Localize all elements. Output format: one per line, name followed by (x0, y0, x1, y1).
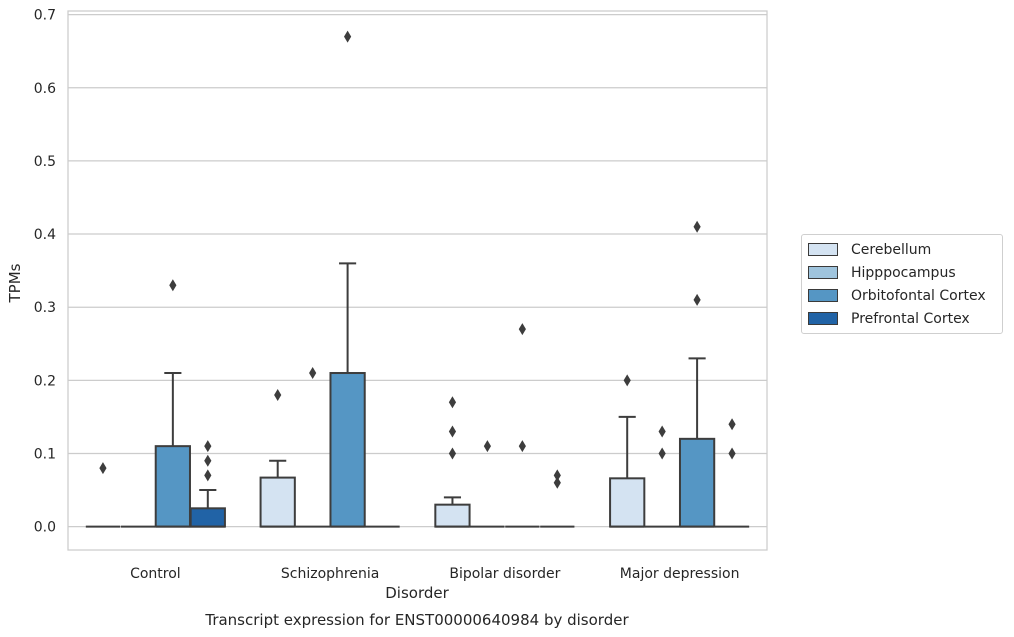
outlier-point (553, 476, 561, 489)
box-body (329, 372, 366, 528)
legend-label: Cerebellum (851, 241, 932, 258)
legend-label: Hipppocampus (851, 264, 956, 281)
outlier-point (204, 454, 212, 467)
y-tick-label: 0.4 (34, 227, 56, 243)
box-orbitofontal-cortex (154, 279, 191, 528)
legend-item: Hipppocampus (802, 261, 1002, 284)
outlier-point (728, 418, 736, 431)
box-body (154, 445, 191, 528)
box-body (609, 477, 646, 528)
outlier-point (553, 469, 561, 482)
box-orbitofontal-cortex (678, 220, 716, 528)
x-tick-label: Schizophrenia (281, 566, 379, 582)
outlier-point (274, 388, 282, 401)
outlier-point (658, 425, 666, 438)
box-body (434, 503, 471, 528)
outlier-point (448, 396, 457, 409)
y-axis-ticks: 0.0 0.1 0.2 0.3 0.4 0.5 0.6 0.7 (34, 8, 56, 536)
legend-label: Orbitofontal Cortex (851, 287, 986, 304)
legend-item: Cerebellum (802, 238, 1002, 261)
box-orbitofontal-cortex (505, 323, 540, 528)
outlier-point (658, 447, 666, 460)
y-tick-label: 0.2 (34, 373, 56, 389)
box-cerebellum (85, 462, 121, 528)
chart-caption: Transcript expression for ENST0000064098… (204, 611, 629, 629)
outlier-point (344, 30, 352, 43)
legend-item: Prefrontal Cortex (802, 307, 1002, 330)
outlier-point (623, 374, 631, 387)
x-axis-label: Disorder (385, 584, 449, 602)
legend-swatch (808, 312, 838, 325)
boxes (85, 30, 750, 528)
outlier-point (448, 447, 457, 460)
y-tick-label: 0.0 (34, 520, 56, 536)
box-prefrontal-cortex (189, 440, 226, 528)
x-tick-label: Bipolar disorder (449, 566, 560, 582)
outlier-point (518, 323, 526, 336)
legend-swatch (808, 289, 838, 302)
box-cerebellum (609, 374, 646, 528)
box-hipppocampus (645, 425, 680, 528)
outlier-point (169, 279, 177, 292)
legend: Cerebellum Hipppocampus Orbitofontal Corte… (801, 234, 1003, 334)
outlier-point (693, 293, 701, 306)
box-hipppocampus (295, 367, 330, 528)
x-tick-label: Control (130, 566, 181, 582)
box-hipppocampus (470, 440, 505, 528)
outlier-point (204, 440, 212, 453)
box-cerebellum (434, 396, 471, 528)
x-tick-label: Major depression (620, 566, 740, 582)
box-prefrontal-cortex (540, 469, 575, 528)
box-prefrontal-cortex (714, 418, 750, 528)
y-axis-label: TPMs (6, 263, 24, 303)
outlier-point (483, 440, 491, 453)
outlier-point (99, 462, 107, 475)
box-body (678, 437, 716, 528)
y-tick-label: 0.7 (34, 8, 56, 24)
box-cerebellum (259, 388, 296, 528)
y-tick-label: 0.1 (34, 446, 56, 462)
legend-swatch (808, 266, 838, 279)
y-tick-label: 0.5 (34, 154, 56, 170)
outlier-point (448, 425, 457, 438)
legend-label: Prefrontal Cortex (851, 310, 970, 327)
outlier-point (309, 367, 317, 380)
y-tick-label: 0.6 (34, 81, 56, 97)
legend-item: Orbitofontal Cortex (802, 284, 1002, 307)
outlier-point (204, 469, 212, 482)
y-tick-label: 0.3 (34, 300, 56, 316)
outlier-point (728, 447, 736, 460)
plot-area (67, 10, 768, 551)
outlier-point (693, 220, 701, 233)
legend-swatch (808, 243, 838, 256)
x-axis-ticks: Control Schizophrenia Bipolar disorder Majo… (130, 566, 739, 582)
box-orbitofontal-cortex (329, 30, 366, 528)
box-body (259, 476, 296, 528)
outlier-point (518, 440, 526, 453)
box-body (189, 507, 226, 528)
